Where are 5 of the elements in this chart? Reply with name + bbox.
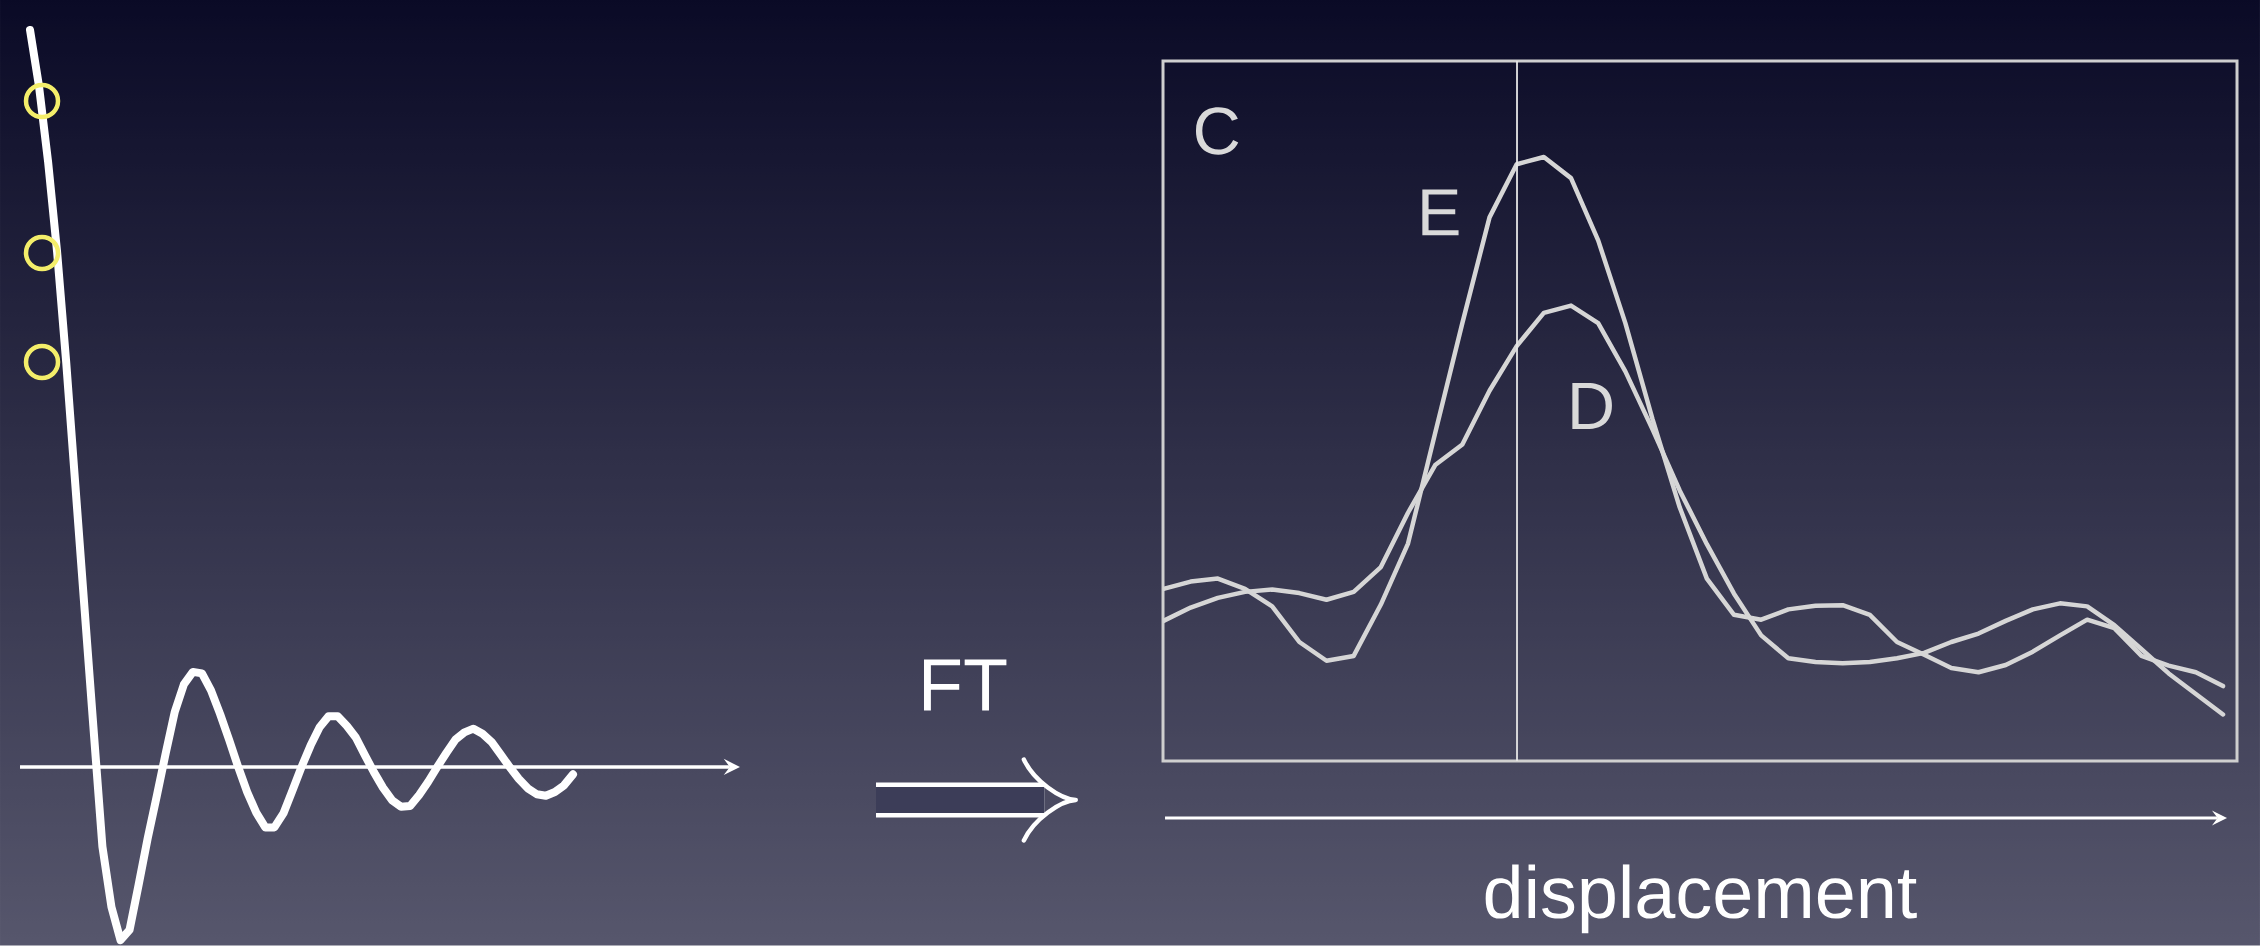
series-label: E [1422, 189, 1459, 236]
text: C [1195, 107, 1239, 155]
x-axis-title: displacement [1485, 864, 1917, 934]
series-label: D [1572, 383, 1612, 429]
text: FT [923, 659, 1007, 711]
